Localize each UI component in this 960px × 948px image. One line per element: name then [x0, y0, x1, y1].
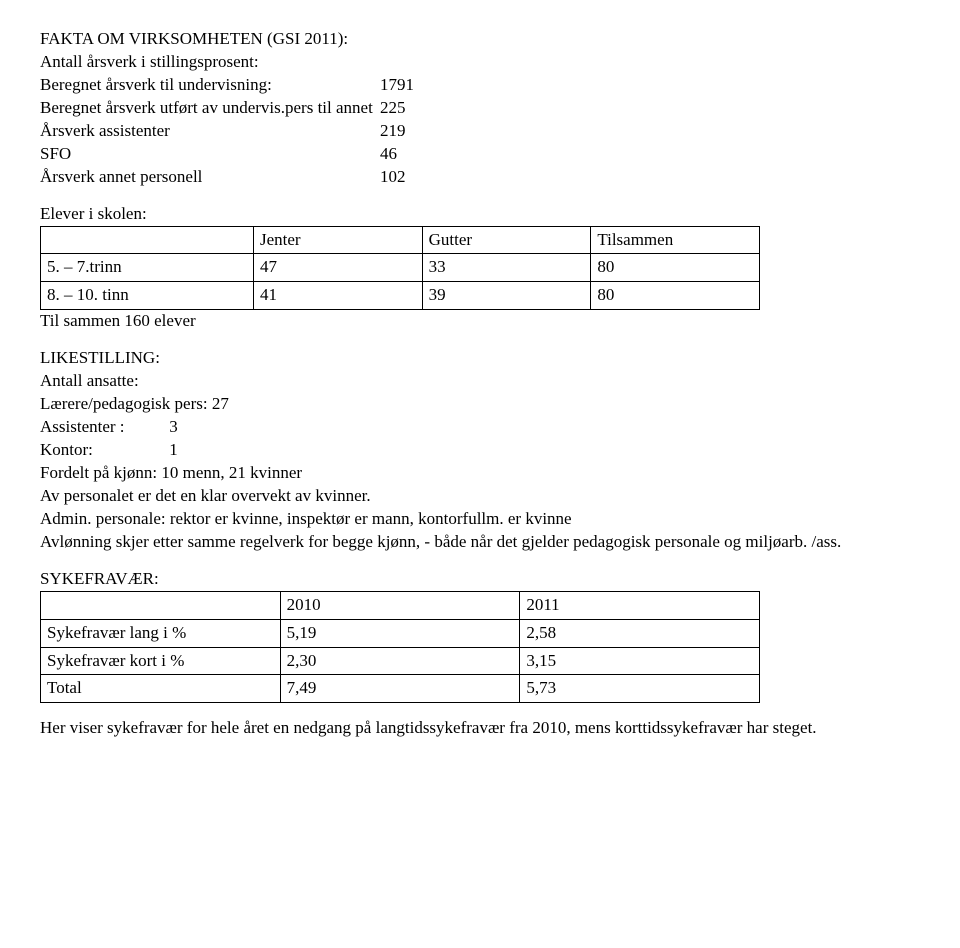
students-cell: 47 — [254, 254, 423, 282]
absence-cell: 7,49 — [280, 675, 520, 703]
equality-item-1-value: 1 — [169, 440, 178, 459]
students-cell: 41 — [254, 282, 423, 310]
fakta-line1: Antall årsverk i stillingsprosent: — [40, 51, 920, 74]
absence-row-0: Sykefravær lang i % 5,19 2,58 — [41, 619, 760, 647]
absence-cell: Sykefravær lang i % — [41, 619, 281, 647]
fakta-row-2: Årsverk assistenter 219 — [40, 120, 920, 143]
equality-item-1: Kontor: 1 — [40, 439, 920, 462]
students-cell: 5. – 7.trinn — [41, 254, 254, 282]
absence-cell: 5,73 — [520, 675, 760, 703]
students-row-0: 5. – 7.trinn 47 33 80 — [41, 254, 760, 282]
fakta-row-0: Beregnet årsverk til undervisning: 1791 — [40, 74, 920, 97]
fakta-row-4-label: Årsverk annet personell — [40, 166, 380, 189]
fakta-row-2-value: 219 — [380, 120, 440, 143]
students-row-1: 8. – 10. tinn 41 39 80 — [41, 282, 760, 310]
fakta-row-3-label: SFO — [40, 143, 380, 166]
fakta-row-1: Beregnet årsverk utført av undervis.pers… — [40, 97, 920, 120]
absence-cell: 5,19 — [280, 619, 520, 647]
absence-col-0 — [41, 591, 281, 619]
fakta-row-1-value: 225 — [380, 97, 440, 120]
students-col-1: Jenter — [254, 226, 423, 254]
fakta-row-0-value: 1791 — [380, 74, 440, 97]
fakta-row-2-label: Årsverk assistenter — [40, 120, 380, 143]
absence-title: SYKEFRAVÆR: — [40, 568, 920, 591]
equality-line6: Avlønning skjer etter samme regelverk fo… — [40, 531, 920, 554]
absence-cell: Total — [41, 675, 281, 703]
students-col-0 — [41, 226, 254, 254]
equality-line1: Antall ansatte: — [40, 370, 920, 393]
absence-cell: 2,30 — [280, 647, 520, 675]
equality-item-0-value: 3 — [169, 417, 178, 436]
absence-col-1: 2010 — [280, 591, 520, 619]
equality-line2: Lærere/pedagogisk pers: 27 — [40, 393, 920, 416]
equality-item-1-label: Kontor: — [40, 439, 165, 462]
students-table: Jenter Gutter Tilsammen 5. – 7.trinn 47 … — [40, 226, 760, 311]
absence-row-1: Sykefravær kort i % 2,30 3,15 — [41, 647, 760, 675]
absence-cell: Sykefravær kort i % — [41, 647, 281, 675]
absence-col-2: 2011 — [520, 591, 760, 619]
equality-line3: Fordelt på kjønn: 10 menn, 21 kvinner — [40, 462, 920, 485]
students-col-3: Tilsammen — [591, 226, 760, 254]
students-header-row: Jenter Gutter Tilsammen — [41, 226, 760, 254]
fakta-row-1-label: Beregnet årsverk utført av undervis.pers… — [40, 97, 380, 120]
absence-cell: 2,58 — [520, 619, 760, 647]
equality-title: LIKESTILLING: — [40, 347, 920, 370]
students-cell: 33 — [422, 254, 591, 282]
fakta-row-0-label: Beregnet årsverk til undervisning: — [40, 74, 380, 97]
absence-header-row: 2010 2011 — [41, 591, 760, 619]
students-cell: 80 — [591, 282, 760, 310]
students-cell: 80 — [591, 254, 760, 282]
absence-row-2: Total 7,49 5,73 — [41, 675, 760, 703]
absence-note: Her viser sykefravær for hele året en ne… — [40, 717, 920, 740]
fakta-row-3-value: 46 — [380, 143, 440, 166]
equality-line4: Av personalet er det en klar overvekt av… — [40, 485, 920, 508]
fakta-row-4-value: 102 — [380, 166, 440, 189]
students-cell: 8. – 10. tinn — [41, 282, 254, 310]
fakta-row-3: SFO 46 — [40, 143, 920, 166]
students-footer: Til sammen 160 elever — [40, 310, 920, 333]
fakta-title: FAKTA OM VIRKSOMHETEN (GSI 2011): — [40, 28, 920, 51]
students-cell: 39 — [422, 282, 591, 310]
equality-item-0: Assistenter : 3 — [40, 416, 920, 439]
absence-table: 2010 2011 Sykefravær lang i % 5,19 2,58 … — [40, 591, 760, 704]
absence-cell: 3,15 — [520, 647, 760, 675]
fakta-row-4: Årsverk annet personell 102 — [40, 166, 920, 189]
equality-line5: Admin. personale: rektor er kvinne, insp… — [40, 508, 920, 531]
equality-item-0-label: Assistenter : — [40, 416, 165, 439]
students-col-2: Gutter — [422, 226, 591, 254]
students-title: Elever i skolen: — [40, 203, 920, 226]
